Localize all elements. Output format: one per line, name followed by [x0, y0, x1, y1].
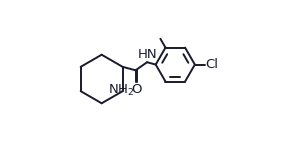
Text: HN: HN [137, 49, 157, 61]
Text: O: O [132, 83, 142, 96]
Text: NH$_2$: NH$_2$ [108, 82, 134, 98]
Text: Cl: Cl [205, 58, 219, 71]
